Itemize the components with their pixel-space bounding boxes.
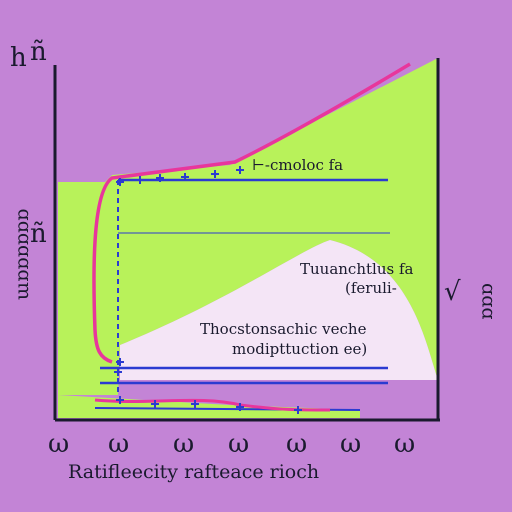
curve-marker: [236, 403, 244, 411]
x-tick-label: ω: [228, 429, 249, 459]
curve-main: [92, 62, 411, 364]
curve-markers: [114, 166, 302, 414]
annotation-1: ⊢-cmoloc fa: [252, 156, 343, 174]
right-symbol: √: [444, 277, 461, 307]
chart-fill-lower: [58, 395, 360, 418]
x-tick-label: ω: [286, 429, 307, 459]
x-axis-label: Ratifleecity rafteace rioch: [68, 461, 319, 483]
curve-marker: [116, 358, 124, 366]
y-axis-label: ɯɒɒɒɒɒɒ: [11, 209, 33, 300]
y-top-mark-1: h: [10, 43, 27, 73]
y-top-mark-2: ñ: [30, 37, 47, 67]
x-tick-label: ω: [48, 429, 69, 459]
curve-marker: [151, 400, 159, 408]
x-tick-label: ω: [394, 429, 415, 459]
x-tick-label: ω: [108, 429, 129, 459]
chart-fill-area: [58, 58, 438, 395]
curve-marker: [236, 166, 244, 174]
curve-marker: [181, 173, 189, 181]
y-mid-mark: ñ: [30, 219, 47, 249]
curve-marker: [116, 396, 124, 404]
annotation-2: Tuuanchtlus fa: [300, 260, 413, 278]
right-axis-label: ɒɒɒ: [475, 284, 497, 321]
curve-marker: [136, 176, 144, 184]
x-tick-label: ω: [340, 429, 361, 459]
curve-marker: [114, 368, 122, 376]
curve-marker: [294, 406, 302, 414]
curve-marker: [191, 400, 199, 408]
curve-marker: [116, 178, 124, 186]
annotation-5: modipttuction ee): [232, 340, 367, 358]
curve-marker: [211, 170, 219, 178]
x-tick-label: ω: [173, 429, 194, 459]
annotation-3: (feruli-: [345, 279, 397, 297]
curve-marker: [156, 174, 164, 182]
annotation-4: Thocstonsachic veche: [200, 320, 367, 338]
chart-glow-region: [120, 240, 438, 380]
